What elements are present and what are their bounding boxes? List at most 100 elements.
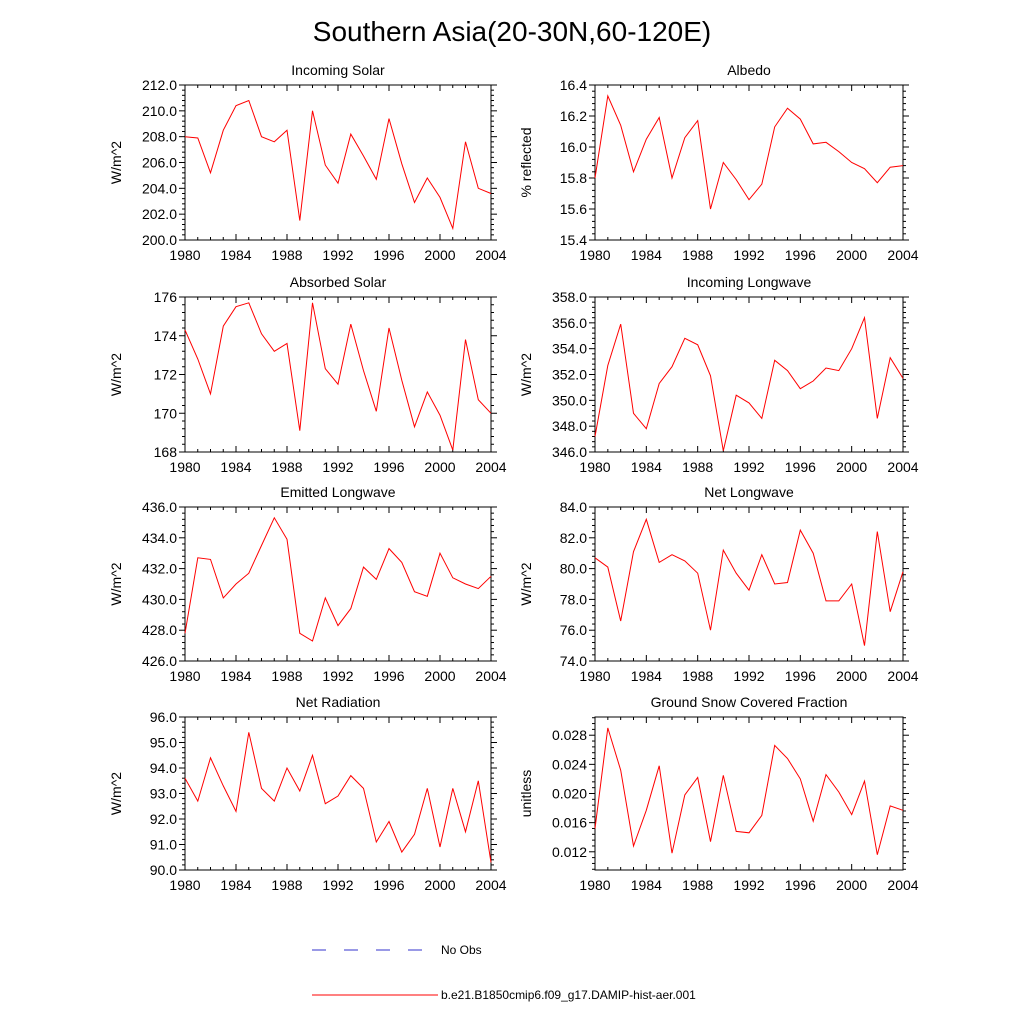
x-tick-label: 1984	[220, 877, 251, 893]
y-tick-label: 0.020	[552, 786, 587, 802]
y-tick-label: 170	[154, 405, 178, 421]
y-tick-label: 80.0	[560, 561, 587, 577]
chart-panel-1: Incoming Solar 1980 1984 1988 1992 1996 2000 20…	[108, 62, 507, 263]
x-tick-label: 1996	[785, 459, 816, 475]
y-axis-label: W/m^2	[108, 562, 124, 605]
chart-panel-8: Ground Snow Covered Fraction 1980 1984 1988…	[518, 694, 919, 893]
x-tick-label: 1988	[271, 877, 302, 893]
chart-panel-6: Net Longwave 1980 1984 1988 1992 1996 2000 2004…	[518, 484, 919, 684]
y-tick-label: 204.0	[142, 180, 177, 196]
y-tick-label: 90.0	[150, 862, 177, 878]
y-tick-label: 352.0	[552, 367, 587, 383]
chart-panel-2: Albedo 1980 1984 1988 1992 1996 2000 2004 15.4 15…	[518, 62, 919, 263]
y-tick-label: 356.0	[552, 315, 587, 331]
y-tick-label: 92.0	[150, 811, 177, 827]
x-tick-label: 2000	[424, 877, 455, 893]
y-tick-label: 350.0	[552, 392, 587, 408]
plot-frame	[184, 716, 492, 871]
x-tick-label: 1988	[271, 247, 302, 263]
x-tick-label: 2000	[836, 668, 867, 684]
x-tick-label: 1992	[322, 459, 353, 475]
x-tick-label: 2004	[887, 668, 918, 684]
x-tick-label: 1996	[785, 668, 816, 684]
y-tick-label: 200.0	[142, 232, 177, 248]
series-line-1	[184, 302, 492, 451]
y-tick-label: 96.0	[150, 709, 177, 725]
y-axis-label: unitless	[518, 770, 534, 817]
y-tick-label: 176	[154, 289, 178, 305]
panel-title: Albedo	[727, 62, 771, 78]
series-line-1	[184, 516, 492, 642]
y-tick-label: 168	[154, 444, 178, 460]
x-tick-label: 1984	[631, 459, 662, 475]
x-tick-label: 1980	[169, 877, 200, 893]
y-tick-label: 15.6	[560, 201, 587, 217]
y-tick-label: 212.0	[142, 77, 177, 93]
x-tick-label: 1992	[322, 247, 353, 263]
x-tick-label: 2004	[887, 877, 918, 893]
chart-panel-3: Absorbed Solar 1980 1984 1988 1992 1996 2000 20…	[108, 274, 507, 475]
legend-label-no-obs: No Obs	[441, 943, 482, 957]
y-tick-label: 0.016	[552, 815, 587, 831]
x-tick-label: 1988	[271, 459, 302, 475]
y-axis-label: W/m^2	[518, 353, 534, 396]
y-tick-label: 202.0	[142, 206, 177, 222]
y-tick-label: 354.0	[552, 341, 587, 357]
panel-title: Incoming Longwave	[687, 274, 812, 290]
plot-frame	[594, 506, 904, 662]
x-tick-label: 1988	[682, 459, 713, 475]
plot-frame	[594, 716, 904, 871]
x-tick-label: 1992	[322, 668, 353, 684]
x-tick-label: 1988	[682, 247, 713, 263]
figure-title: Southern Asia(20-30N,60-120E)	[313, 16, 711, 47]
chart-panel-4: Incoming Longwave 1980 1984 1988 1992 1996 200…	[518, 274, 919, 475]
x-tick-label: 1996	[785, 877, 816, 893]
panel-title: Emitted Longwave	[280, 484, 395, 500]
plot-frame	[184, 506, 492, 662]
y-axis-label: W/m^2	[108, 772, 124, 815]
y-axis-label: W/m^2	[518, 562, 534, 605]
panel-title: Ground Snow Covered Fraction	[651, 694, 848, 710]
x-tick-label: 1984	[220, 668, 251, 684]
y-tick-label: 0.028	[552, 727, 587, 743]
x-tick-label: 2000	[424, 247, 455, 263]
x-tick-label: 1980	[579, 668, 610, 684]
x-tick-label: 2000	[836, 459, 867, 475]
plot-frame	[594, 296, 904, 453]
panels: Incoming Solar 1980 1984 1988 1992 1996 2000 20…	[108, 62, 919, 893]
y-axis-label: W/m^2	[108, 141, 124, 184]
x-tick-label: 1996	[373, 247, 404, 263]
y-tick-label: 82.0	[560, 530, 587, 546]
y-tick-label: 0.012	[552, 844, 587, 860]
x-tick-label: 1980	[169, 668, 200, 684]
panel-title: Absorbed Solar	[290, 274, 387, 290]
x-tick-label: 1980	[579, 877, 610, 893]
x-tick-label: 1996	[373, 877, 404, 893]
x-tick-label: 1984	[631, 668, 662, 684]
x-tick-label: 2000	[836, 877, 867, 893]
y-tick-label: 432.0	[142, 561, 177, 577]
panel-title: Incoming Solar	[291, 62, 385, 78]
x-tick-label: 2004	[475, 459, 506, 475]
x-tick-label: 2000	[836, 247, 867, 263]
y-tick-label: 436.0	[142, 499, 177, 515]
series-line-1	[594, 315, 904, 451]
y-tick-label: 0.024	[552, 756, 587, 772]
x-tick-label: 1992	[733, 247, 764, 263]
y-tick-label: 206.0	[142, 155, 177, 171]
panel-title: Net Longwave	[704, 484, 794, 500]
series-line-1	[184, 99, 492, 231]
x-tick-label: 2004	[887, 247, 918, 263]
series-line-1	[594, 727, 904, 855]
plot-frame	[594, 84, 904, 241]
x-tick-label: 2004	[887, 459, 918, 475]
series-line-1	[594, 94, 904, 210]
y-tick-label: 78.0	[560, 591, 587, 607]
x-tick-label: 1992	[733, 877, 764, 893]
x-tick-label: 1980	[169, 459, 200, 475]
y-tick-label: 74.0	[560, 653, 587, 669]
y-tick-label: 84.0	[560, 499, 587, 515]
x-tick-label: 1992	[733, 668, 764, 684]
y-tick-label: 16.2	[560, 108, 587, 124]
panel-title: Net Radiation	[296, 694, 381, 710]
